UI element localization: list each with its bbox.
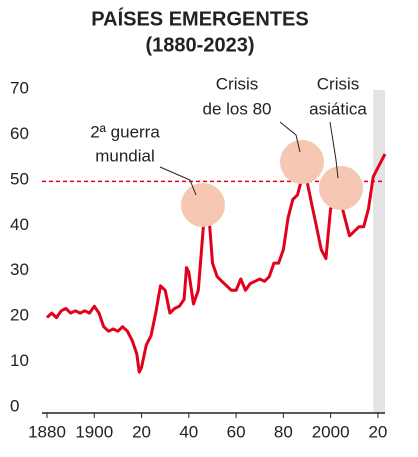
annotation-arrow xyxy=(159,166,197,196)
y-tick-label: 10 xyxy=(10,351,29,370)
data-line xyxy=(45,153,387,374)
x-tick-label: 60 xyxy=(227,422,246,441)
annotation: mundial xyxy=(95,146,155,165)
annotation: Crisis xyxy=(216,74,259,93)
annotation: de los 80 xyxy=(203,99,272,118)
x-tick-label: 2000 xyxy=(312,422,350,441)
annotation-arrow xyxy=(279,121,301,153)
y-tick-label: 40 xyxy=(10,215,29,234)
highlight-circle xyxy=(181,183,225,227)
x-tick-label: 80 xyxy=(274,422,293,441)
chart-subtitle: (1880-2023) xyxy=(146,34,255,56)
x-tick-label: 1900 xyxy=(75,422,113,441)
shaded-band xyxy=(373,90,385,413)
annotation: Crisis xyxy=(317,74,360,93)
highlight-circle xyxy=(280,140,324,184)
x-tick-label: 40 xyxy=(179,422,198,441)
x-tick-label: 20 xyxy=(132,422,151,441)
chart-title: PAÍSES EMERGENTES xyxy=(91,7,308,30)
y-tick-label: 20 xyxy=(10,306,29,325)
x-tick-label: 20 xyxy=(368,422,387,441)
x-tick-label: 1880 xyxy=(28,422,66,441)
annotation: asiática xyxy=(309,99,367,118)
annotation-arrow xyxy=(329,121,339,179)
highlight-circle xyxy=(319,166,363,210)
y-tick-label: 50 xyxy=(10,169,29,188)
y-tick-label: 60 xyxy=(10,124,29,143)
annotation: 2ª guerra xyxy=(90,122,160,141)
y-tick-label: 70 xyxy=(10,78,29,97)
y-tick-label: 0 xyxy=(10,396,19,415)
y-tick-label: 30 xyxy=(10,260,29,279)
